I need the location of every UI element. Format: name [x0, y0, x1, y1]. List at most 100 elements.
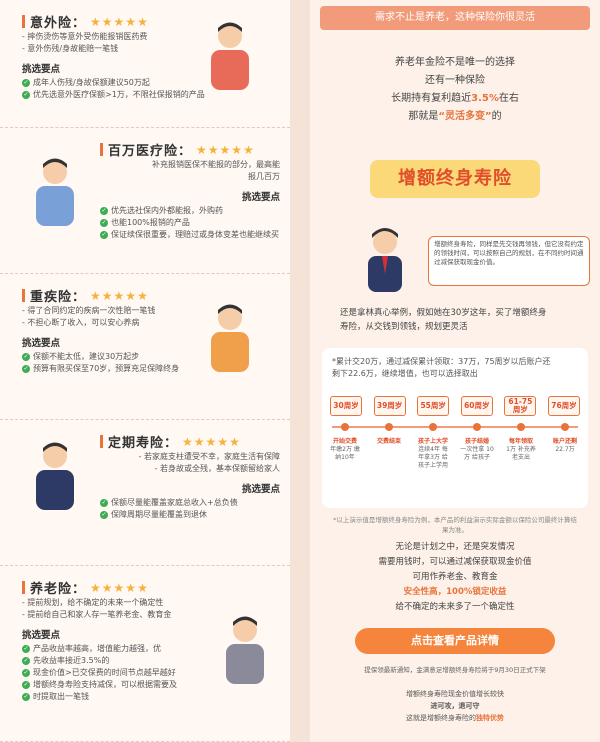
footer-line: 这就是增额终身寿险的独特优势	[406, 714, 504, 722]
section-desc-line: - 不担心断了收入，可以安心养病	[22, 318, 140, 327]
timeline-dots	[330, 423, 580, 431]
pick-point: ✓ 产品收益率越高，增值能力越强，优	[22, 643, 280, 655]
pick-points-label: 挑选要点	[22, 338, 61, 349]
timeline-dot	[374, 423, 404, 431]
pick-point-text: 优先选意外医疗保额>1万，不限社保报销的产品	[33, 90, 205, 99]
pick-point-text: 保障周期尽量能覆盖到退休	[111, 510, 207, 519]
timeline-event: 孩子上大学 连续4年 每年拿3万 给孩子上学用	[416, 438, 450, 470]
age-badge: 55周岁	[417, 396, 450, 416]
intro-line: 养老年金险不是唯一的选择	[395, 57, 515, 68]
section-desc-line: - 若身故或全残，基本保额留给家人	[154, 464, 280, 473]
summary-line: 剩下22.6万，继续增值，也可以选择取出	[332, 369, 478, 378]
intro-line: 长期持有复利趋近3.5%在右	[391, 93, 519, 104]
section-title: 百万医疗险： ★★★★★	[100, 140, 280, 159]
section-illustration	[211, 304, 249, 372]
check-icon: ✓	[100, 498, 108, 507]
pick-point: ✓ 预算有限买保至70岁，预算充足保障终身	[22, 363, 280, 375]
section-title-text: 百万医疗险	[108, 144, 179, 159]
timeline-dot	[550, 423, 580, 431]
footer-line: 进可攻，退可守	[430, 702, 480, 710]
section-desc-line: - 得了合同约定的疾病一次性赔一笔钱	[22, 306, 156, 315]
rating-stars-icon: ★★★★★	[90, 580, 149, 595]
pick-point-text: 保证续保很重要，理赔过或身体变差也能继续买	[111, 230, 279, 239]
pick-points-label: 挑选要点	[22, 64, 61, 75]
conclusion-text: 无论是计划之中，还是突发情况 需要用钱时，可以通过减保获取现金价值 可用作养老金…	[310, 540, 600, 615]
coverage-section: 定期寿险： ★★★★★ - 若家庭支柱遭受不幸，家庭生活有保障 - 若身故或全残，基本…	[0, 426, 290, 566]
pick-point: ✓ 时提取出一笔钱	[22, 691, 280, 703]
title-bar	[100, 435, 103, 448]
pick-point: ✓ 也能100%报销的产品	[100, 217, 280, 229]
rating-stars-icon: ★★★★★	[90, 288, 149, 303]
pick-point-text: 保额尽量能覆盖家庭总收入+总负债	[111, 498, 238, 507]
section-title: 意外险： ★★★★★	[22, 12, 280, 31]
pick-point-text: 成年人伤残/身故保额建议50万起	[33, 78, 150, 87]
title-colon: ：	[72, 16, 87, 31]
section-desc-line: - 提前规划，给不确定的未来一个确定性	[22, 598, 164, 607]
section-title: 养老险： ★★★★★	[22, 578, 280, 597]
para-line: 寿险，从交钱到领钱，规划更灵活	[340, 322, 468, 332]
pick-point: ✓ 增额终身寿险支持减保，可以根据需要及	[22, 679, 280, 691]
event-title: 孩子结婚	[464, 438, 489, 445]
section-illustration	[36, 158, 74, 226]
section-title-text: 养老险	[30, 582, 73, 597]
check-icon: ✓	[22, 90, 30, 99]
age-badge: 30周岁	[330, 396, 362, 416]
coverage-section: 重疾险： ★★★★★ - 得了合同约定的疾病一次性赔一笔钱 - 不担心断了收入，可以安…	[0, 280, 290, 420]
title-bar	[22, 289, 25, 302]
right-panel: 需求不止是养老，这种保险你很灵活 养老年金险不是唯一的选择 还有一种保险 长期持…	[310, 0, 600, 742]
footer-line: 增额终身寿险现金价值增长较快	[406, 690, 504, 698]
check-icon: ✓	[22, 668, 30, 677]
rating-stars-icon: ★★★★★	[196, 142, 255, 157]
product-details-button[interactable]: 点击查看产品详情	[355, 628, 555, 654]
check-icon: ✓	[22, 692, 30, 701]
event-title: 开始交费	[332, 438, 357, 445]
disclaimer-note: *以上演示值是增额终身寿险为例，本产品的利益演示实际金额以保险公司最终计算结果为…	[333, 516, 577, 534]
event-detail: 年缴2万 缴纳10年	[330, 446, 360, 461]
pick-point-text: 预算有限买保至70岁，预算充足保障终身	[33, 364, 180, 373]
event-row: 开始交费 年缴2万 缴纳10年 交费结束 孩子上大学 连续4年 每年拿3万 给孩子上学用…	[328, 438, 582, 470]
title-colon: ：	[72, 582, 87, 597]
conclusion-line: 可用作养老金、教育金	[412, 572, 498, 582]
title-bar	[22, 581, 25, 594]
check-icon: ✓	[100, 218, 108, 227]
event-title: 交费结束	[376, 438, 401, 445]
check-icon: ✓	[22, 352, 30, 361]
event-detail: 连续4年 每年拿3万 给孩子上学用	[417, 446, 448, 469]
title-colon: ：	[164, 436, 179, 451]
pick-point-text: 时提取出一笔钱	[33, 692, 89, 701]
conclusion-highlight: 安全性高，100%锁定收益	[403, 587, 507, 597]
coverage-section: 意外险： ★★★★★ - 摔伤烫伤等意外受伤能报销医药费 - 意外伤残/身故能赔一笔钱…	[0, 6, 290, 128]
timeline-event: 每年领取 1万 补充养老支出	[504, 438, 538, 470]
timeline-card: *累计交20万，通过减保累计领取：37万，75周岁以后账户还 剩下22.6万，继…	[322, 348, 588, 508]
flex-highlight: “灵活多变”	[438, 111, 492, 122]
age-badge: 39周岁	[373, 396, 406, 416]
timeline-event: 账户还剩 22.7万	[548, 438, 582, 470]
reminder-text: 提保领最新通知，金满意足增额终身寿险将于9月30日正式下架	[364, 666, 546, 674]
pick-point: ✓ 保额不能太低，建议30万起步	[22, 351, 280, 363]
section-title: 定期寿险： ★★★★★	[100, 432, 280, 451]
pick-point: ✓ 保额尽量能覆盖家庭总收入+总负债	[100, 497, 280, 509]
section-desc-line: - 摔伤烫伤等意外受伤能报销医药费	[22, 32, 148, 41]
section-illustration	[226, 616, 264, 684]
pick-point: ✓ 成年人伤残/身故保额建议50万起	[22, 77, 280, 89]
conclusion-line: 无论是计划之中，还是突发情况	[395, 542, 515, 552]
pick-point-text: 产品收益率越高，增值能力越强，优	[33, 644, 161, 653]
pick-points-label: 挑选要点	[241, 484, 280, 495]
coverage-section: 养老险： ★★★★★ - 提前规划，给不确定的未来一个确定性 - 提前给自己和家人存一…	[0, 572, 290, 742]
timeline-dot	[330, 423, 360, 431]
pick-point-text: 现金价值>已交保费的时间节点越早越好	[33, 668, 176, 677]
title-colon: ：	[178, 144, 193, 159]
section-title-text: 定期寿险	[108, 436, 165, 451]
title-colon: ：	[72, 290, 87, 305]
intro-line: 那就是“灵活多变”的	[408, 111, 502, 122]
check-icon: ✓	[100, 206, 108, 215]
title-bar	[22, 15, 25, 28]
event-detail: 22.7万	[555, 446, 575, 453]
pick-points-label: 挑选要点	[22, 630, 61, 641]
product-title: 增额终身寿险	[370, 160, 540, 198]
example-paragraph: 还是拿林真心举例，假如她在30岁这年，买了增额终身 寿险，从交钱到领钱，规划更灵…	[340, 306, 580, 334]
pick-point-text: 保额不能太低，建议30万起步	[33, 352, 140, 361]
section-illustration	[36, 442, 74, 510]
pick-point: ✓ 保障周期尽量能覆盖到退休	[100, 509, 280, 521]
check-icon: ✓	[22, 364, 30, 373]
